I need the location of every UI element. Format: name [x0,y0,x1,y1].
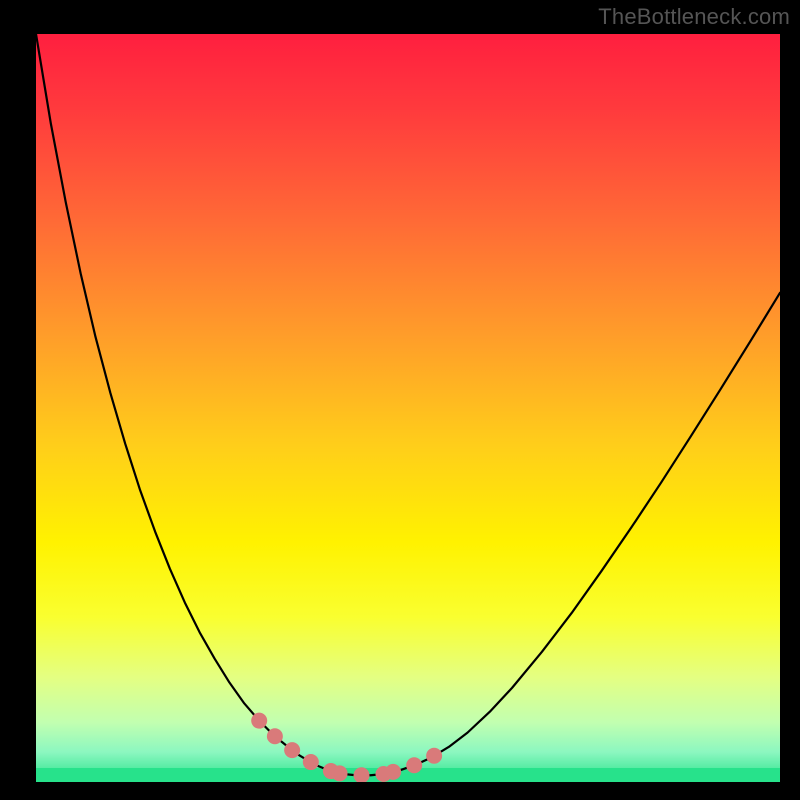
highlight-dot [354,767,370,783]
highlight-dot [426,748,442,764]
gradient-background [36,34,780,782]
highlight-dot [267,728,283,744]
watermark-text: TheBottleneck.com [598,4,790,30]
highlight-dot [284,742,300,758]
highlight-dot [251,713,267,729]
highlight-dot [332,765,348,781]
highlight-dot [406,757,422,773]
highlight-dot [385,764,401,780]
highlight-dot [303,754,319,770]
bottleneck-chart [0,0,800,800]
